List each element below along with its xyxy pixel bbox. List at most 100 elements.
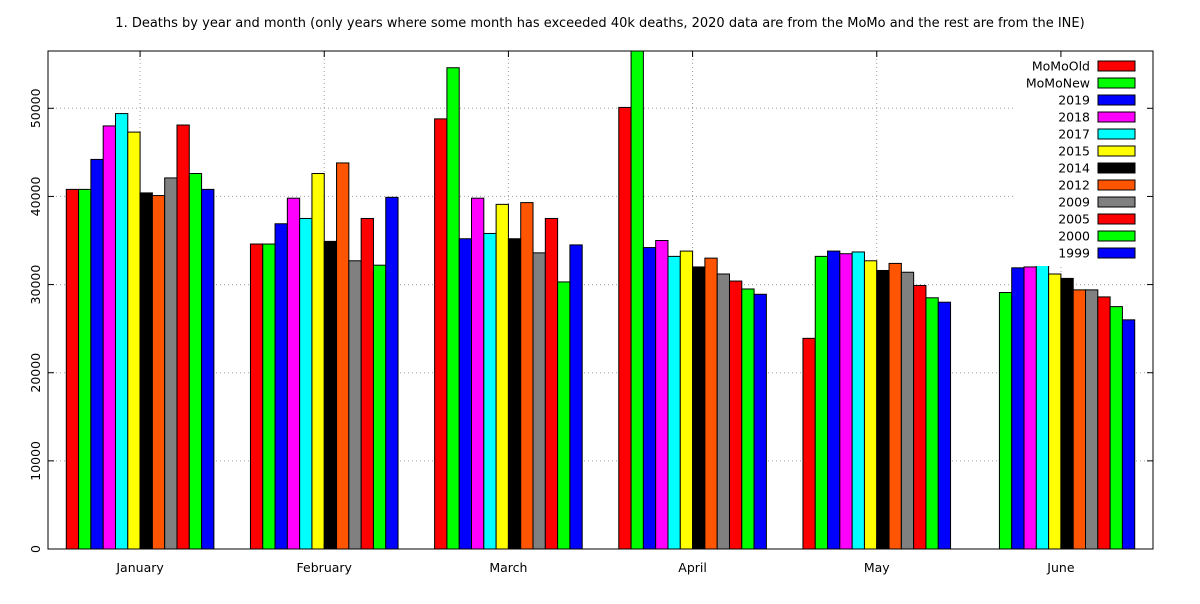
x-tick-label: March xyxy=(489,560,527,575)
bar-2014-march xyxy=(507,238,522,550)
bar-2009-may xyxy=(900,271,915,550)
bar-2015-may xyxy=(863,260,878,550)
legend-label-2009: 2009 xyxy=(1058,195,1090,210)
bar-2017-june xyxy=(1035,262,1050,550)
bar-2000-may xyxy=(925,297,939,550)
legend-label-2019: 2019 xyxy=(1058,93,1090,108)
bar-2017-january xyxy=(114,113,129,550)
bars-layer xyxy=(65,50,1136,550)
bar-2009-june xyxy=(1085,289,1099,550)
legend-swatch-2015 xyxy=(1097,145,1136,157)
legend-label-2018: 2018 xyxy=(1058,110,1090,125)
bar-2017-march xyxy=(483,232,497,550)
bar-2000-february xyxy=(372,264,387,550)
bar-2012-april xyxy=(704,257,718,550)
bar-2005-march xyxy=(544,217,559,550)
bar-2012-may xyxy=(888,262,902,550)
bar-2015-march xyxy=(495,203,509,550)
bar-2018-june xyxy=(1023,266,1037,550)
bar-2018-march xyxy=(471,197,485,550)
legend-swatch-2018 xyxy=(1097,111,1136,123)
legend-label-momonew: MoMoNew xyxy=(1026,76,1090,91)
bar-momoold-february xyxy=(249,243,264,550)
y-tick-label: 30000 xyxy=(28,265,43,305)
bar-momonew-february xyxy=(262,243,276,550)
bar-2018-february xyxy=(286,197,301,550)
bar-2005-february xyxy=(360,217,374,550)
bar-2015-february xyxy=(311,173,325,550)
bar-2019-february xyxy=(274,223,288,550)
bar-momoold-march xyxy=(434,118,448,550)
bar-momoold-january xyxy=(65,188,80,550)
bar-1999-april xyxy=(753,293,767,550)
legend-label-2005: 2005 xyxy=(1058,212,1090,227)
bar-2018-april xyxy=(655,240,669,550)
legend-swatch-2005 xyxy=(1097,213,1136,225)
legend-label-2014: 2014 xyxy=(1058,161,1090,176)
bar-2005-april xyxy=(728,280,743,550)
bar-2009-february xyxy=(348,260,362,550)
legend-label-2000: 2000 xyxy=(1058,229,1090,244)
bar-2018-january xyxy=(102,125,116,550)
axes-layer: 0 10000 20000 30000 40000 50000 January Februar… xyxy=(28,50,1154,575)
bar-2017-may xyxy=(851,251,865,550)
bar-2000-january xyxy=(188,173,203,550)
x-tick-label: February xyxy=(297,560,353,575)
bar-2005-january xyxy=(176,124,190,550)
legend-label-2015: 2015 xyxy=(1058,144,1090,159)
bar-2000-june xyxy=(1109,306,1123,550)
legend-swatch-momoold xyxy=(1097,60,1136,72)
legend-swatch-2009 xyxy=(1097,196,1136,208)
bar-2019-april xyxy=(642,247,657,550)
bar-1999-march xyxy=(569,244,583,550)
bar-2005-may xyxy=(913,284,927,550)
bar-2014-february xyxy=(323,240,338,550)
bar-2005-june xyxy=(1097,296,1111,550)
x-tick-label: January xyxy=(115,560,164,575)
legend: MoMoOld MoMoNew 2019 2018 2017 2015 2014 2012 20… xyxy=(1015,58,1146,266)
y-tick-label: 10000 xyxy=(28,441,43,481)
bar-1999-january xyxy=(201,188,215,550)
y-tick-label: 50000 xyxy=(28,88,43,128)
bar-2000-april xyxy=(741,288,755,550)
legend-label-1999: 1999 xyxy=(1058,246,1090,261)
bar-2019-january xyxy=(90,158,104,550)
bar-2019-june xyxy=(1011,267,1025,550)
bar-momonew-june xyxy=(998,292,1013,550)
bar-momonew-march xyxy=(446,67,460,550)
bar-2012-march xyxy=(520,202,534,550)
bar-1999-june xyxy=(1121,319,1136,550)
bar-2019-may xyxy=(827,250,841,550)
bar-2017-april xyxy=(667,255,681,550)
legend-swatch-2019 xyxy=(1097,94,1136,106)
plot-frame xyxy=(47,50,1154,550)
bar-2019-march xyxy=(458,238,473,550)
bar-2014-june xyxy=(1060,277,1074,550)
bar-2015-april xyxy=(679,250,694,550)
y-tick-label: 40000 xyxy=(28,177,43,217)
bar-2009-january xyxy=(164,177,178,550)
bar-2018-may xyxy=(839,253,853,550)
bar-2009-march xyxy=(532,252,546,550)
legend-swatch-2000 xyxy=(1097,230,1136,242)
legend-swatch-2014 xyxy=(1097,162,1136,174)
bar-2012-june xyxy=(1072,289,1087,550)
bar-2012-january xyxy=(151,195,166,550)
x-tick-label: April xyxy=(678,560,707,575)
legend-label-2017: 2017 xyxy=(1058,127,1090,142)
bar-momonew-april xyxy=(630,50,644,550)
bar-2015-january xyxy=(127,131,141,550)
bar-1999-february xyxy=(385,196,399,550)
bar-momoold-may xyxy=(802,337,816,550)
bar-momonew-january xyxy=(78,188,92,550)
bar-1999-may xyxy=(937,301,952,550)
x-tick-label: May xyxy=(864,560,890,575)
bar-2014-april xyxy=(692,266,706,550)
bar-2017-february xyxy=(299,217,313,550)
bar-2014-may xyxy=(876,269,890,550)
bar-2000-march xyxy=(557,281,571,550)
chart-title: 1. Deaths by year and month (only years … xyxy=(115,16,1085,31)
bar-2015-june xyxy=(1048,273,1062,550)
